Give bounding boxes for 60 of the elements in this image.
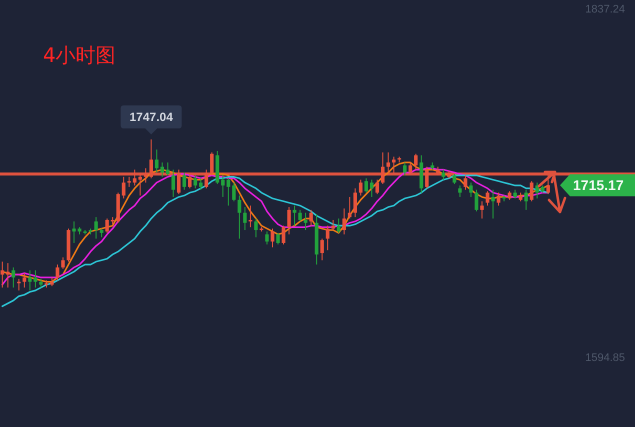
- candlestick: [414, 153, 418, 170]
- candlestick: [342, 208, 346, 235]
- text: 4小时图: [43, 43, 116, 67]
- candlestick: [94, 216, 98, 240]
- candlestick: [243, 206, 247, 231]
- candlestick: [28, 270, 32, 291]
- candlestick: [530, 180, 534, 202]
- candlestick: [480, 200, 484, 220]
- text: 1715.17: [573, 177, 624, 194]
- candlestick: [309, 209, 313, 226]
- candlestick: [469, 182, 473, 198]
- candlestick: [403, 162, 407, 176]
- candlestick: [491, 189, 495, 220]
- candlestick: [320, 238, 324, 261]
- candlestick: [221, 174, 225, 198]
- candlestick: [0, 261, 4, 288]
- candlestick: [34, 270, 38, 288]
- candlestick: [182, 172, 186, 190]
- candlestick: [166, 162, 170, 176]
- candlestick: [238, 195, 242, 240]
- candlestick: [105, 218, 109, 234]
- candlestick: [348, 196, 352, 220]
- candlestick: [171, 169, 176, 198]
- candlestick: [375, 179, 380, 195]
- candlestick: [331, 219, 335, 231]
- candlestick: [12, 266, 16, 288]
- candlestick: [287, 206, 291, 235]
- candlestick: [276, 232, 280, 245]
- candlestick: [358, 179, 362, 196]
- candlestick: [353, 188, 357, 218]
- candlestick: [248, 205, 252, 228]
- candlestick: [61, 256, 65, 270]
- candlestick: [370, 179, 374, 198]
- candlestick: [160, 162, 164, 178]
- candlestick: [336, 218, 340, 234]
- candlestick: [154, 149, 159, 174]
- annotation: 1747.04: [130, 110, 174, 124]
- candlestick: [458, 184, 462, 198]
- candlestick: [496, 192, 500, 206]
- candlestick: [6, 262, 10, 288]
- candlestick: [194, 174, 198, 189]
- candlestick: [232, 182, 236, 202]
- candlestick: [364, 178, 368, 194]
- candlestick: [442, 169, 446, 180]
- candlestick: [304, 212, 308, 231]
- candlestick: [326, 225, 330, 251]
- candlestick: [226, 178, 230, 206]
- candlestick: [452, 173, 456, 185]
- candlestick: [524, 189, 528, 210]
- candlestick: [474, 189, 478, 212]
- candlestick: [270, 228, 274, 248]
- candlestick: [292, 205, 296, 226]
- candlestick: [298, 209, 302, 222]
- candlestick: [254, 218, 258, 238]
- candlestick: [22, 272, 26, 288]
- candlestick: [265, 230, 269, 245]
- candlestick: [199, 178, 203, 190]
- candlestick: [486, 190, 490, 206]
- candlestick: [56, 264, 60, 281]
- candlestick: [282, 225, 286, 245]
